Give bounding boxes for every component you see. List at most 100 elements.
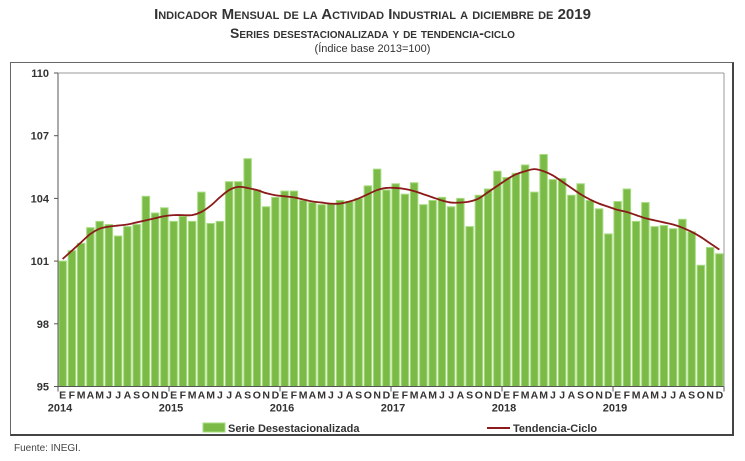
bar [613, 201, 622, 387]
x-month-label: S [577, 390, 584, 402]
x-month-label: A [87, 390, 95, 402]
bar [76, 242, 86, 387]
bar [678, 218, 687, 387]
bar [409, 182, 419, 387]
bar [132, 224, 141, 387]
y-tick-label: 101 [31, 256, 49, 268]
x-month-label: J [106, 390, 112, 402]
x-month-label: M [521, 390, 530, 402]
x-month-label: A [124, 390, 132, 402]
y-tick-label: 107 [31, 131, 49, 143]
y-tick-label: 98 [37, 319, 49, 331]
bar [289, 190, 299, 387]
x-month-label: O [253, 390, 261, 402]
x-month-label: A [235, 390, 243, 402]
x-month-label: J [115, 390, 121, 402]
x-month-label: S [355, 390, 362, 402]
x-month-label: N [484, 390, 492, 402]
x-month-label: D [605, 390, 613, 402]
x-month-label: A [568, 390, 576, 402]
bar [224, 181, 234, 387]
x-month-label: D [494, 390, 502, 402]
x-month-label: J [550, 390, 556, 402]
bar [650, 226, 659, 387]
x-month-label: A [198, 390, 206, 402]
bar [234, 181, 243, 387]
bar [372, 168, 382, 387]
bar [631, 220, 641, 387]
bar [576, 183, 585, 387]
x-month-label: E [281, 390, 288, 402]
x-month-label: F [624, 390, 631, 402]
bar [594, 208, 604, 387]
x-year-label: 2017 [381, 403, 405, 415]
bar [502, 177, 511, 387]
x-month-label: N [706, 390, 714, 402]
x-month-label: S [244, 390, 251, 402]
bar [511, 172, 521, 387]
bar [668, 228, 678, 387]
x-month-label: E [59, 390, 66, 402]
x-year-label: 2018 [492, 403, 516, 415]
chart-subtitle: Series desestacionalizada y de tendencia… [230, 25, 515, 41]
bar [280, 190, 289, 387]
bar [104, 224, 114, 387]
bar [557, 178, 567, 387]
x-month-label: E [392, 390, 399, 402]
bar [363, 185, 373, 387]
x-month-label: J [217, 390, 223, 402]
bar [308, 202, 317, 387]
x-month-label: A [346, 390, 354, 402]
x-month-label: M [428, 390, 437, 402]
x-month-label: F [513, 390, 520, 402]
bar [169, 220, 178, 387]
x-month-label: N [262, 390, 270, 402]
bar [391, 183, 400, 387]
x-month-label: O [586, 390, 594, 402]
bar [252, 189, 262, 387]
x-month-label: M [188, 390, 197, 402]
x-month-label: E [614, 390, 621, 402]
x-month-label: J [337, 390, 343, 402]
x-month-label: A [457, 390, 465, 402]
x-month-label: M [77, 390, 86, 402]
x-month-label: F [291, 390, 298, 402]
bar [354, 197, 363, 387]
x-month-label: M [410, 390, 419, 402]
bar [520, 164, 530, 387]
bar [428, 199, 437, 387]
legend-label-line: Tendencia-Ciclo [513, 423, 597, 435]
x-month-label: M [317, 390, 326, 402]
bar [113, 235, 123, 387]
bar [67, 250, 77, 387]
x-month-label: A [420, 390, 428, 402]
x-month-label: J [439, 390, 445, 402]
x-month-label: N [151, 390, 159, 402]
bar [604, 233, 613, 387]
x-month-label: M [299, 390, 308, 402]
bar [705, 247, 715, 387]
x-month-label: A [642, 390, 650, 402]
trend-line [62, 168, 720, 260]
bar [298, 199, 308, 387]
chart-frame [10, 62, 734, 436]
x-month-label: M [650, 390, 659, 402]
x-year-label: 2014 [48, 403, 73, 415]
x-month-label: J [559, 390, 565, 402]
bar [160, 207, 169, 387]
bar [261, 206, 271, 387]
bar [345, 201, 354, 387]
x-month-label: D [716, 390, 724, 402]
source-note: Fuente: INEGI. [14, 443, 81, 454]
bar [400, 193, 410, 387]
bar [585, 199, 595, 387]
bar [493, 170, 502, 387]
x-month-label: M [95, 390, 104, 402]
x-month-label: F [180, 390, 187, 402]
bar [150, 212, 160, 387]
x-month-label: O [475, 390, 483, 402]
chart-note: (Índice base 2013=100) [314, 43, 431, 55]
bar [567, 194, 576, 387]
x-month-label: F [402, 390, 409, 402]
bar [215, 220, 225, 387]
